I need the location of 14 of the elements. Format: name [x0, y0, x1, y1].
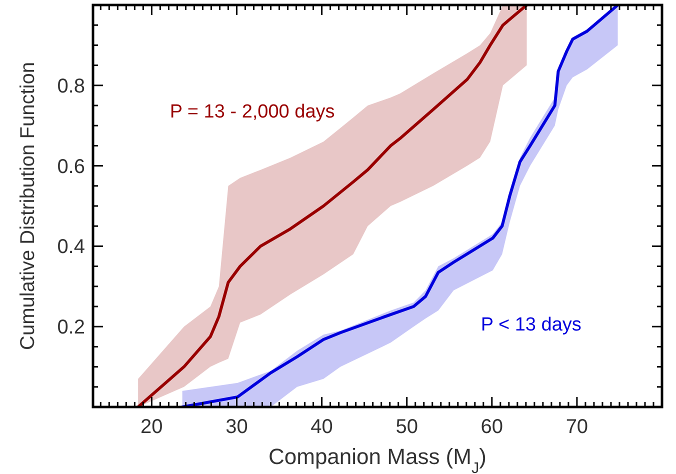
y-tick-label: 0.2	[57, 316, 85, 339]
x-tick-label: 20	[140, 416, 163, 438]
y-tick-label: 0.8	[57, 75, 85, 98]
y-axis-title: Cumulative Distribution Function	[17, 62, 39, 350]
x-tick-label: 40	[310, 416, 333, 438]
x-tick-label: 60	[480, 416, 504, 438]
y-tick-label: 0.4	[57, 236, 85, 258]
y-tick-label: 0.6	[57, 156, 85, 178]
x-axis-title: Companion Mass (M$_{J}$)	[268, 444, 486, 474]
x-tick-label: 70	[566, 416, 588, 438]
text: P < 13 days	[480, 314, 582, 336]
x-tick-label: 50	[396, 416, 418, 438]
text: P = 13 - 2,000 days	[170, 102, 335, 123]
x-tick-label: 30	[226, 416, 248, 438]
